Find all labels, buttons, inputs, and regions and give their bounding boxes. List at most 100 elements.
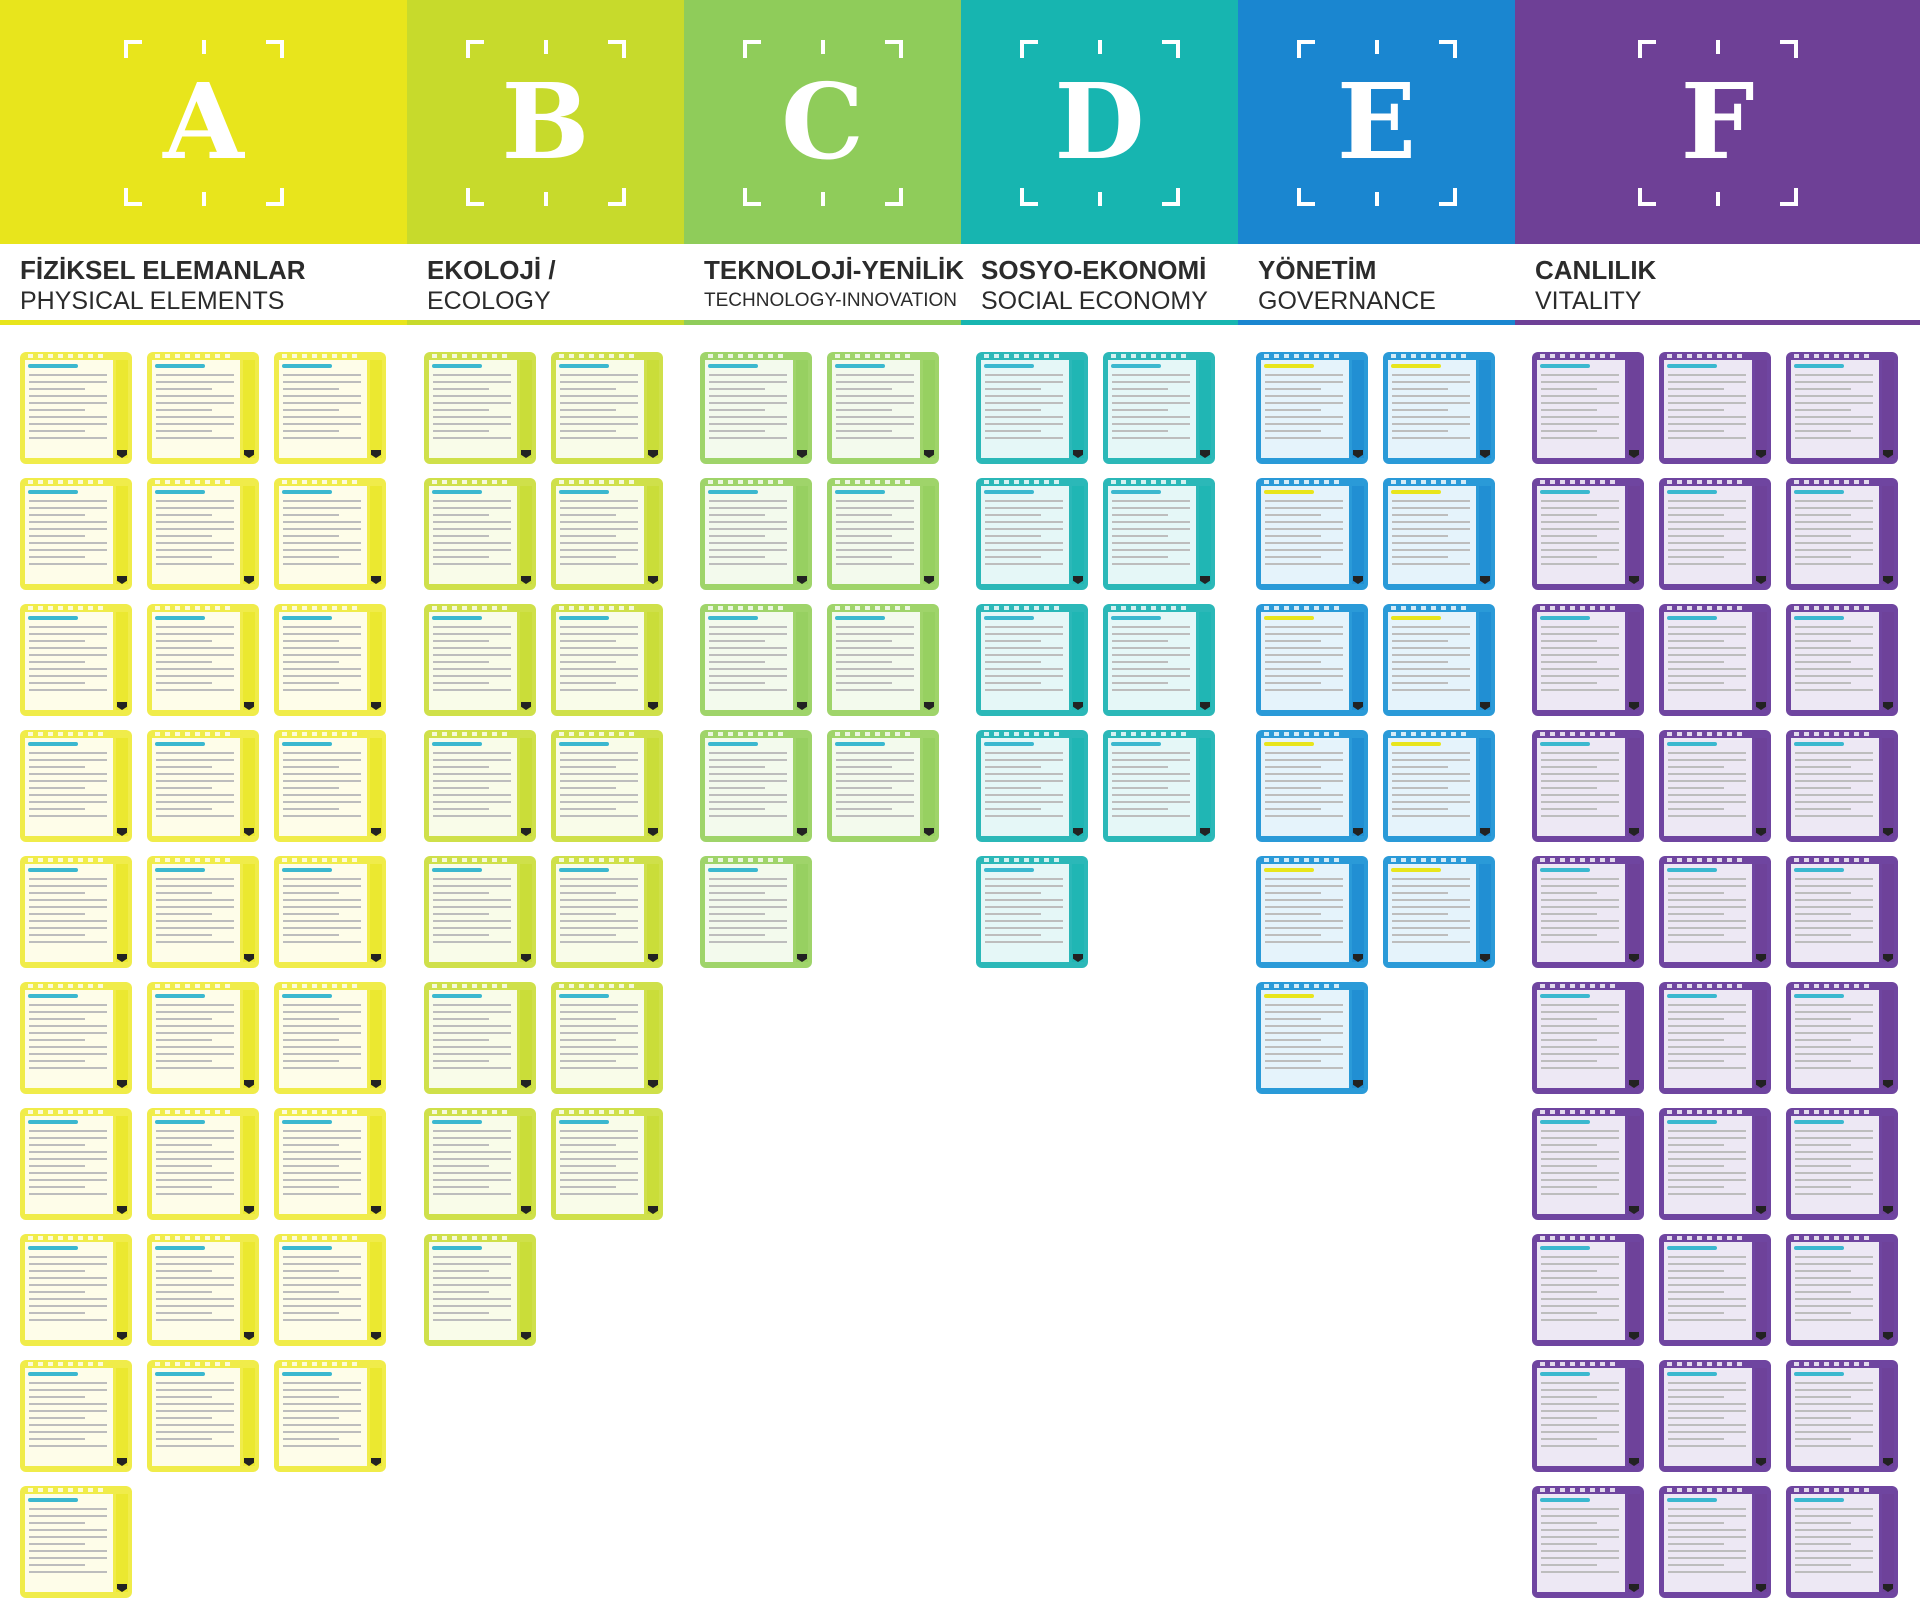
- topic-card[interactable]: [274, 478, 386, 590]
- topic-card[interactable]: [1383, 604, 1495, 716]
- topic-card[interactable]: [1532, 730, 1644, 842]
- topic-card[interactable]: [976, 604, 1088, 716]
- topic-card[interactable]: [1786, 1108, 1898, 1220]
- topic-card[interactable]: [1383, 856, 1495, 968]
- topic-card[interactable]: [1256, 478, 1368, 590]
- topic-card[interactable]: [1659, 1486, 1771, 1598]
- topic-card[interactable]: [1786, 1360, 1898, 1472]
- topic-card[interactable]: [424, 478, 536, 590]
- topic-card[interactable]: [1103, 604, 1215, 716]
- topic-card[interactable]: [20, 478, 132, 590]
- topic-card[interactable]: [700, 730, 812, 842]
- topic-card[interactable]: [1256, 352, 1368, 464]
- topic-card[interactable]: [1383, 730, 1495, 842]
- topic-card[interactable]: [20, 730, 132, 842]
- topic-card[interactable]: [1256, 730, 1368, 842]
- topic-card[interactable]: [976, 856, 1088, 968]
- topic-card[interactable]: [1532, 1108, 1644, 1220]
- topic-card[interactable]: [1786, 478, 1898, 590]
- topic-card[interactable]: [147, 730, 259, 842]
- topic-card[interactable]: [827, 730, 939, 842]
- topic-card[interactable]: [1256, 604, 1368, 716]
- topic-card[interactable]: [20, 604, 132, 716]
- topic-card[interactable]: [1659, 604, 1771, 716]
- topic-card[interactable]: [274, 982, 386, 1094]
- topic-card[interactable]: [551, 352, 663, 464]
- topic-card[interactable]: [1532, 352, 1644, 464]
- topic-card[interactable]: [424, 1234, 536, 1346]
- topic-card[interactable]: [1103, 352, 1215, 464]
- topic-card[interactable]: [1659, 1234, 1771, 1346]
- topic-card[interactable]: [700, 604, 812, 716]
- topic-card[interactable]: [20, 982, 132, 1094]
- topic-card[interactable]: [1532, 1360, 1644, 1472]
- topic-card[interactable]: [424, 730, 536, 842]
- topic-card[interactable]: [1532, 1234, 1644, 1346]
- topic-card[interactable]: [147, 856, 259, 968]
- topic-card[interactable]: [1383, 478, 1495, 590]
- topic-card[interactable]: [147, 604, 259, 716]
- topic-card[interactable]: [274, 730, 386, 842]
- topic-card[interactable]: [1659, 730, 1771, 842]
- topic-card[interactable]: [274, 1234, 386, 1346]
- topic-card[interactable]: [424, 1108, 536, 1220]
- topic-card[interactable]: [827, 352, 939, 464]
- topic-card[interactable]: [20, 1234, 132, 1346]
- topic-card[interactable]: [827, 478, 939, 590]
- topic-card[interactable]: [700, 478, 812, 590]
- topic-card[interactable]: [1383, 352, 1495, 464]
- topic-card[interactable]: [147, 478, 259, 590]
- topic-card[interactable]: [1659, 1360, 1771, 1472]
- topic-card[interactable]: [1786, 982, 1898, 1094]
- topic-card[interactable]: [147, 1234, 259, 1346]
- topic-card[interactable]: [1532, 1486, 1644, 1598]
- topic-card[interactable]: [551, 856, 663, 968]
- topic-card[interactable]: [976, 730, 1088, 842]
- topic-card[interactable]: [1786, 352, 1898, 464]
- topic-card[interactable]: [147, 1360, 259, 1472]
- topic-card[interactable]: [20, 1486, 132, 1598]
- topic-card[interactable]: [976, 352, 1088, 464]
- topic-card[interactable]: [1786, 856, 1898, 968]
- topic-card[interactable]: [1786, 730, 1898, 842]
- topic-card[interactable]: [700, 856, 812, 968]
- topic-card[interactable]: [1532, 604, 1644, 716]
- topic-card[interactable]: [1659, 856, 1771, 968]
- topic-card[interactable]: [274, 604, 386, 716]
- topic-card[interactable]: [551, 478, 663, 590]
- topic-card[interactable]: [1659, 982, 1771, 1094]
- topic-card[interactable]: [1659, 478, 1771, 590]
- topic-card[interactable]: [147, 352, 259, 464]
- topic-card[interactable]: [551, 982, 663, 1094]
- topic-card[interactable]: [1532, 982, 1644, 1094]
- topic-card[interactable]: [20, 856, 132, 968]
- topic-card[interactable]: [20, 1108, 132, 1220]
- topic-card[interactable]: [424, 982, 536, 1094]
- topic-card[interactable]: [1256, 856, 1368, 968]
- topic-card[interactable]: [274, 856, 386, 968]
- topic-card[interactable]: [1659, 1108, 1771, 1220]
- topic-card[interactable]: [274, 1360, 386, 1472]
- topic-card[interactable]: [1256, 982, 1368, 1094]
- topic-card[interactable]: [551, 604, 663, 716]
- topic-card[interactable]: [147, 1108, 259, 1220]
- topic-card[interactable]: [1786, 604, 1898, 716]
- topic-card[interactable]: [1103, 478, 1215, 590]
- topic-card[interactable]: [1532, 478, 1644, 590]
- topic-card[interactable]: [700, 352, 812, 464]
- topic-card[interactable]: [976, 478, 1088, 590]
- topic-card[interactable]: [20, 1360, 132, 1472]
- topic-card[interactable]: [1786, 1234, 1898, 1346]
- topic-card[interactable]: [1532, 856, 1644, 968]
- topic-card[interactable]: [1103, 730, 1215, 842]
- topic-card[interactable]: [1659, 352, 1771, 464]
- topic-card[interactable]: [274, 352, 386, 464]
- topic-card[interactable]: [274, 1108, 386, 1220]
- topic-card[interactable]: [147, 982, 259, 1094]
- topic-card[interactable]: [20, 352, 132, 464]
- topic-card[interactable]: [827, 604, 939, 716]
- topic-card[interactable]: [424, 604, 536, 716]
- topic-card[interactable]: [1786, 1486, 1898, 1598]
- topic-card[interactable]: [551, 730, 663, 842]
- topic-card[interactable]: [424, 352, 536, 464]
